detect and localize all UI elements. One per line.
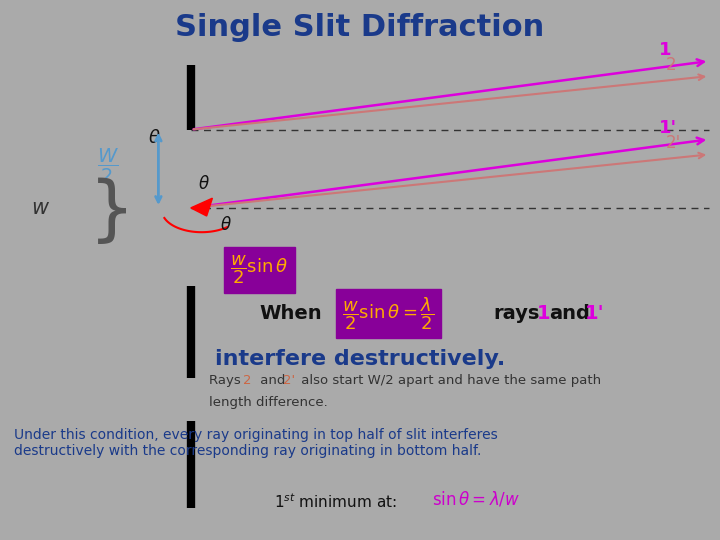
Text: Rays: Rays bbox=[209, 374, 245, 387]
Text: length difference.: length difference. bbox=[209, 396, 328, 409]
Text: Under this condition, every ray originating in top half of slit interferes: Under this condition, every ray originat… bbox=[14, 428, 498, 442]
Text: $\sin\theta = \lambda/w$: $\sin\theta = \lambda/w$ bbox=[432, 490, 520, 509]
Text: 1': 1' bbox=[659, 119, 677, 137]
Text: rays: rays bbox=[493, 303, 539, 323]
Text: $\dfrac{W}{2}$: $\dfrac{W}{2}$ bbox=[97, 147, 119, 185]
Text: interfere destructively.: interfere destructively. bbox=[215, 349, 505, 369]
Text: also start W/2 apart and have the same path: also start W/2 apart and have the same p… bbox=[297, 374, 601, 387]
Text: destructively with the corresponding ray originating in bottom half.: destructively with the corresponding ray… bbox=[14, 444, 482, 458]
Text: 2: 2 bbox=[666, 56, 677, 73]
Text: and: and bbox=[256, 374, 289, 387]
Text: $\theta$: $\theta$ bbox=[220, 215, 231, 233]
Text: 2': 2' bbox=[666, 134, 681, 152]
Text: When: When bbox=[259, 303, 322, 323]
Text: $\dfrac{w}{2}\sin\theta = \dfrac{\lambda}{2}$: $\dfrac{w}{2}\sin\theta = \dfrac{\lambda… bbox=[342, 295, 434, 332]
Text: 1: 1 bbox=[536, 303, 550, 323]
Text: 1: 1 bbox=[659, 40, 671, 58]
Polygon shape bbox=[191, 198, 212, 216]
Text: $\dfrac{w}{2}\sin\theta$: $\dfrac{w}{2}\sin\theta$ bbox=[230, 254, 289, 286]
Text: $\theta$: $\theta$ bbox=[198, 175, 210, 193]
Text: 1': 1' bbox=[585, 303, 604, 323]
Text: 2: 2 bbox=[243, 374, 252, 387]
Text: Single Slit Diffraction: Single Slit Diffraction bbox=[176, 12, 544, 42]
Text: {: { bbox=[71, 173, 117, 242]
Text: and: and bbox=[549, 303, 590, 323]
Text: $\theta$: $\theta$ bbox=[148, 129, 161, 147]
Text: $1_{\,}^{st}$ minimum at:: $1_{\,}^{st}$ minimum at: bbox=[274, 492, 403, 507]
Text: w: w bbox=[31, 198, 48, 218]
Text: 2': 2' bbox=[283, 374, 295, 387]
